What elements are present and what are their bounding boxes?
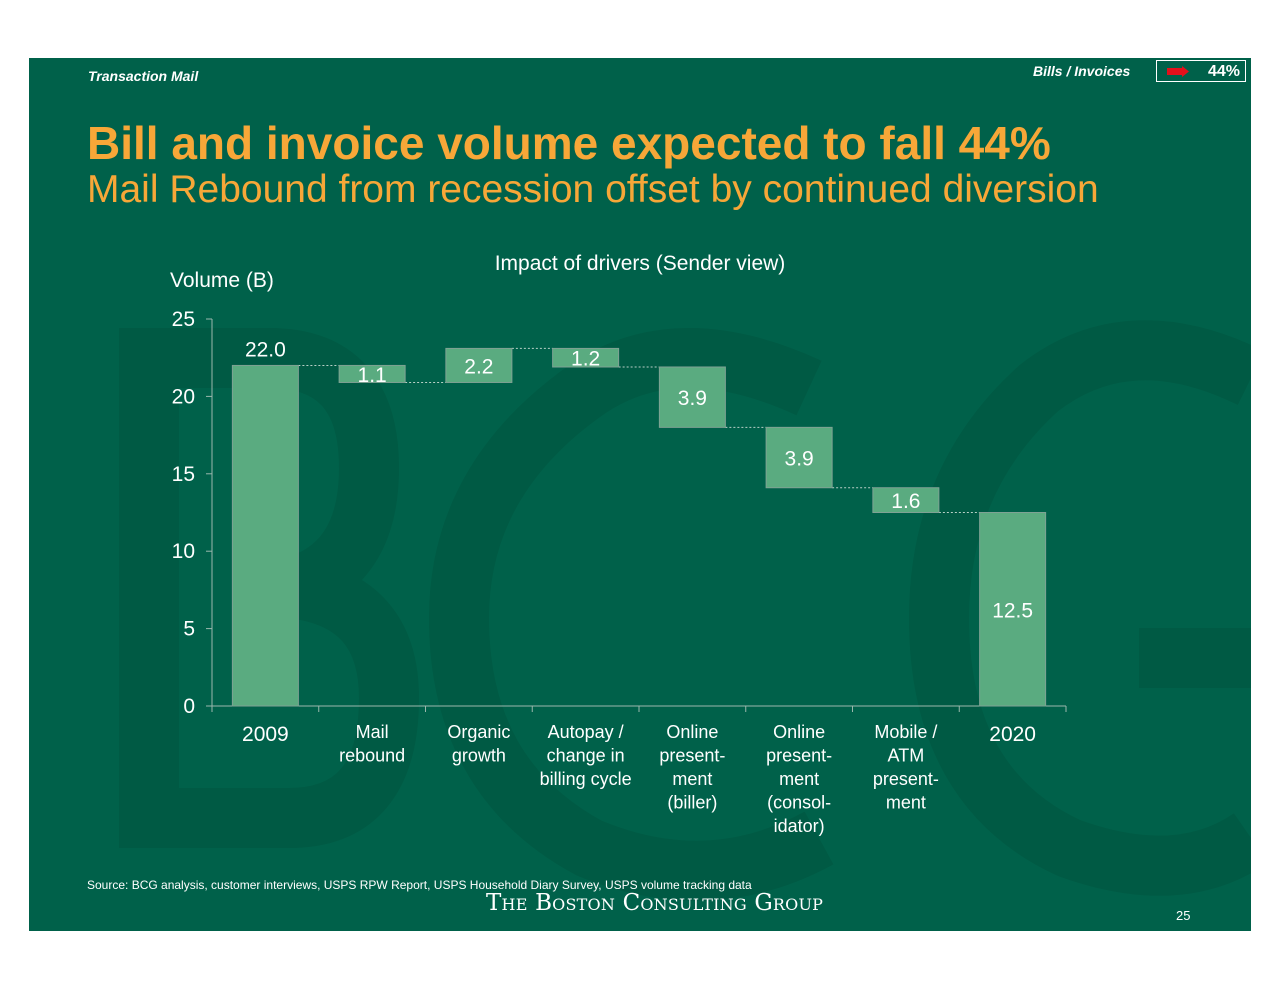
bar-value-label: 3.9 [678, 387, 707, 410]
change-value: 44% [1207, 63, 1240, 80]
x-category-label: Mail [356, 722, 389, 742]
x-category-label: present- [766, 746, 832, 766]
bar-value-label: 22.0 [245, 338, 286, 361]
x-category-label: ATM [888, 746, 925, 766]
bar-0 [231, 364, 299, 707]
bar-value-label: 2.2 [464, 355, 493, 378]
bar-3 [552, 347, 620, 368]
x-category-label: present- [873, 769, 939, 789]
section-label: Transaction Mail [88, 68, 199, 84]
x-category-label: billing cycle [540, 769, 632, 789]
y-axis-label: Volume (B) [170, 269, 274, 292]
x-category-label: growth [452, 746, 506, 766]
x-category-label: change in [547, 746, 625, 766]
slide-title: Bill and invoice volume expected to fall… [87, 117, 1051, 169]
page-number: 25 [1176, 908, 1191, 923]
y-tick-label: 5 [183, 618, 195, 641]
source-note: Source: BCG analysis, customer interview… [87, 878, 752, 892]
bar-1 [338, 364, 406, 383]
y-tick-label: 25 [172, 308, 195, 331]
chart-title: Impact of drivers (Sender view) [495, 252, 786, 275]
x-category-label: present- [659, 746, 725, 766]
slide-subtitle: Mail Rebound from recession offset by co… [87, 168, 1099, 211]
slide: Transaction Mail Bills / Invoices 44% Bi… [29, 58, 1251, 931]
x-category-label: (consol- [767, 793, 831, 813]
x-category-label: ment [672, 769, 712, 789]
y-tick-label: 15 [172, 463, 195, 486]
category-label: Bills / Invoices [1033, 63, 1131, 79]
bar-5 [765, 426, 833, 489]
x-category-label: rebound [339, 746, 405, 766]
x-category-label: Organic [447, 722, 510, 742]
x-category-label: Mobile / [874, 722, 937, 742]
x-category-label: ment [779, 769, 819, 789]
y-tick-label: 20 [172, 385, 195, 408]
x-category-label: Online [773, 722, 825, 742]
x-category-label: 2020 [989, 723, 1036, 746]
bar-value-label: 1.2 [571, 348, 600, 371]
bar-6 [872, 487, 940, 513]
x-category-label: idator) [774, 816, 825, 836]
bar-4 [658, 366, 726, 428]
bar-7 [979, 512, 1047, 707]
x-category-label: (biller) [667, 793, 717, 813]
waterfall-chart: Impact of drivers (Sender view) Volume (… [170, 252, 1067, 836]
x-category-label: Online [666, 722, 718, 742]
bar-value-label: 1.1 [358, 364, 387, 387]
y-tick-label: 10 [172, 540, 195, 563]
change-indicator: 44% [1156, 60, 1246, 82]
bar-value-label: 12.5 [992, 599, 1033, 622]
bar-value-label: 1.6 [891, 490, 920, 513]
x-category-label: Autopay / [548, 722, 624, 742]
bar-2 [445, 347, 513, 383]
bar-value-label: 3.9 [785, 448, 814, 471]
x-category-label: 2009 [242, 723, 289, 746]
plot-area: 0 5 10 15 20 25 22.0 1.1 2.2 1.2 3.9 3.9 1.6 12.5 2009… [172, 308, 1067, 836]
bcg-logo: The Boston Consulting Group [486, 890, 824, 916]
y-tick-label: 0 [183, 695, 195, 718]
down-arrow-icon [1167, 66, 1189, 77]
x-category-label: ment [886, 793, 926, 813]
